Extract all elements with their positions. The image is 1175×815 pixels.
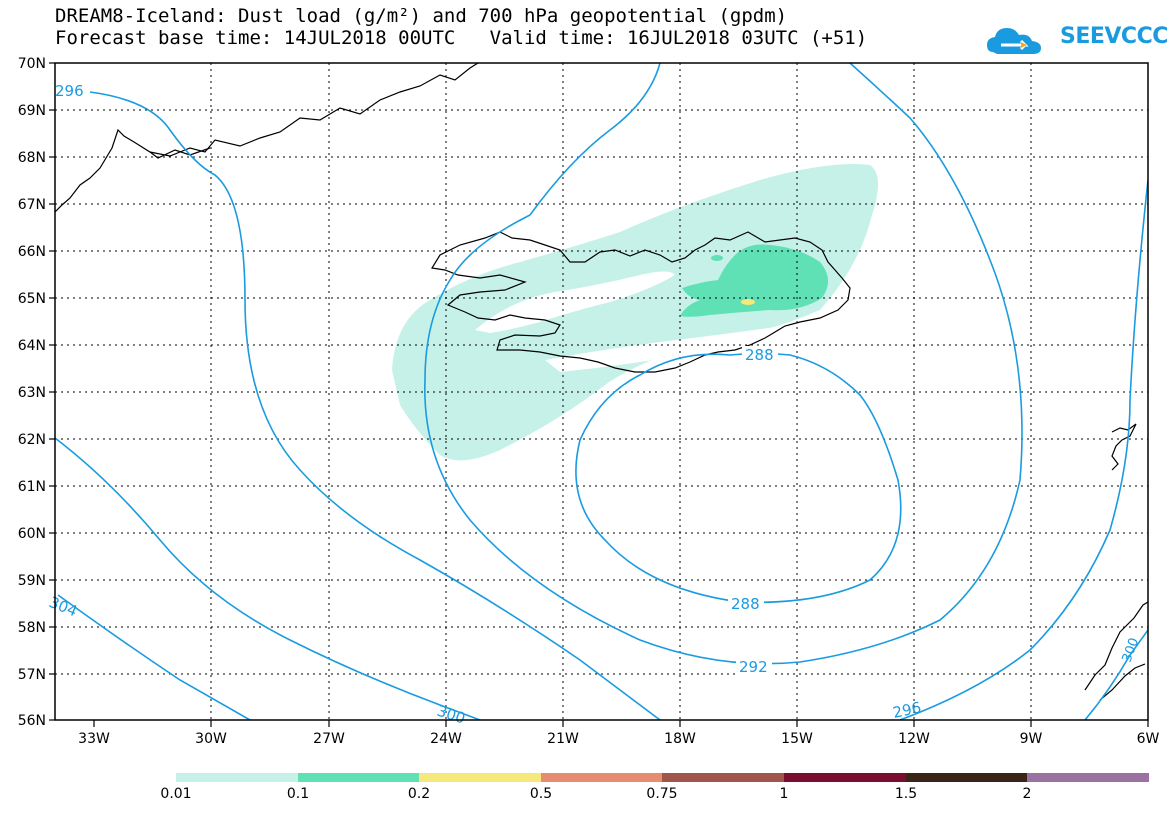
lon-label: 6W [1137, 731, 1160, 747]
cloud-icon [987, 28, 1041, 54]
contour-292 [424, 63, 1023, 665]
lon-label: 15W [781, 731, 813, 747]
legend-label: 1.5 [895, 786, 917, 802]
lat-label: 58N [18, 620, 46, 636]
legend-label: 0.1 [287, 786, 309, 802]
legend-label: 0.75 [646, 786, 677, 802]
lat-label: 62N [18, 432, 46, 448]
contour-label: 288 [745, 346, 774, 364]
lat-label: 64N [18, 338, 46, 354]
seevccc-logo [987, 28, 1041, 54]
contour-label: 296 [891, 698, 923, 722]
lat-label: 69N [18, 103, 46, 119]
map-subtitle: Forecast base time: 14JUL2018 00UTC Vali… [55, 27, 868, 49]
lat-label: 66N [18, 244, 46, 260]
legend-swatch [176, 773, 298, 782]
contour-304 [57, 594, 251, 720]
legend-label: 0.01 [160, 786, 191, 802]
longitude-labels: 33W 30W 27W 24W 21W 18W 15W 12W 9W 6W [78, 731, 1159, 747]
axis-ticks [49, 62, 1149, 727]
legend-swatch [419, 773, 541, 782]
contour-296-west [89, 91, 661, 720]
color-legend: 0.01 0.1 0.2 0.5 0.75 1 1.5 2 [160, 773, 1149, 802]
legend-label: 0.5 [530, 786, 552, 802]
contour-label: 304 [47, 593, 80, 620]
legend-label: 1 [780, 786, 789, 802]
lon-label: 18W [664, 731, 696, 747]
lon-label: 30W [195, 731, 227, 747]
coastlines [55, 63, 1148, 701]
lat-label: 65N [18, 291, 46, 307]
contour-label: 296 [55, 82, 84, 100]
legend-swatch [784, 773, 906, 782]
lon-label: 21W [547, 731, 579, 747]
iceland-coast [431, 231, 851, 373]
logo-text: SEEVCCC [1060, 24, 1168, 49]
lat-label: 57N [18, 667, 46, 683]
scotland-coast [1084, 601, 1148, 691]
contour-296-east [899, 179, 1148, 720]
contour-label: 300 [1120, 636, 1143, 664]
latitude-labels: 70N 69N 68N 67N 66N 65N 64N 63N 62N 61N … [18, 56, 46, 729]
contour-label: 288 [731, 595, 760, 613]
contour-288 [575, 352, 902, 604]
lat-label: 63N [18, 385, 46, 401]
legend-label: 2 [1023, 786, 1032, 802]
lat-label: 67N [18, 197, 46, 213]
legend-swatch [662, 773, 784, 782]
contour-300-east [1084, 629, 1148, 720]
dust-area-high [741, 299, 755, 305]
map-title: DREAM8-Iceland: Dust load (g/m²) and 700… [55, 5, 788, 27]
greenland-coast [55, 63, 479, 213]
contour-label: 300 [435, 702, 468, 728]
legend-label: 0.2 [408, 786, 430, 802]
legend-swatch [541, 773, 662, 782]
lat-label: 60N [18, 526, 46, 542]
legend-swatch [298, 773, 419, 782]
lat-label: 61N [18, 479, 46, 495]
lat-label: 56N [18, 713, 46, 729]
dust-area-medium [680, 244, 829, 317]
lon-label: 12W [898, 731, 930, 747]
contour-label: 292 [739, 658, 768, 676]
lat-label: 68N [18, 150, 46, 166]
legend-swatch [906, 773, 1027, 782]
dust-area-light [392, 164, 879, 461]
lon-label: 33W [78, 731, 110, 747]
faroe-coast [1111, 423, 1137, 471]
contour-300 [55, 437, 481, 720]
graticule [55, 63, 1148, 720]
geopotential-contours [55, 63, 1148, 720]
lat-label: 59N [18, 573, 46, 589]
lon-label: 27W [313, 731, 345, 747]
lon-label: 24W [430, 731, 462, 747]
lon-label: 9W [1020, 731, 1043, 747]
lat-label: 70N [18, 56, 46, 72]
legend-swatch [1027, 773, 1149, 782]
